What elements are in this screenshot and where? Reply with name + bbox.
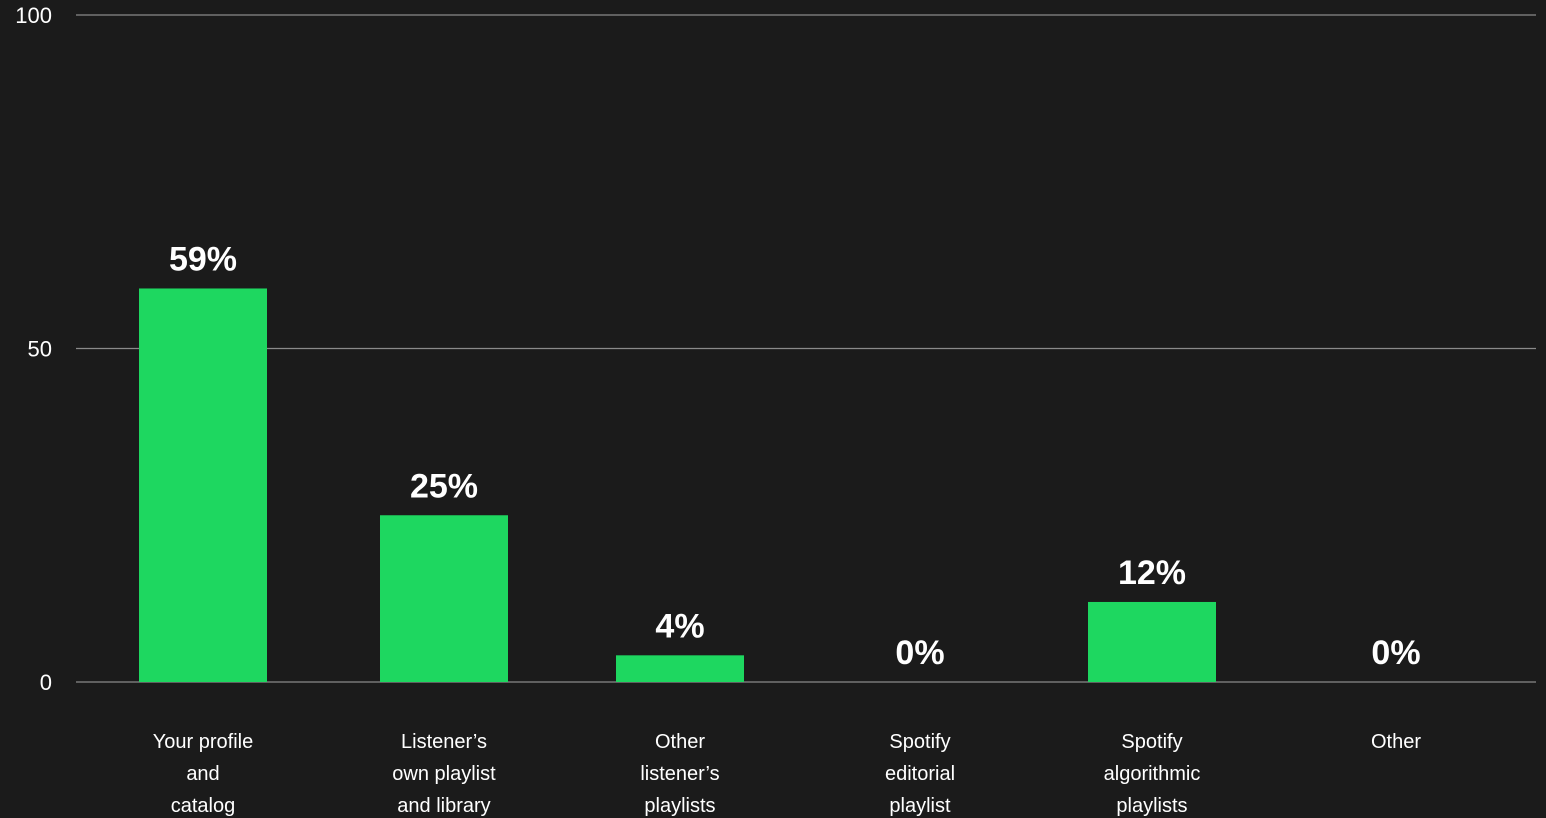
- category-label-line: Listener’s: [401, 731, 487, 753]
- category-label-line: and: [186, 763, 219, 785]
- bars: [139, 288, 1216, 682]
- category-label-line: Your profile: [153, 731, 253, 753]
- data-label-3: 4%: [655, 607, 704, 645]
- category-label-6: Other: [1371, 731, 1421, 753]
- category-labels: Your profile and catalog Listener’s own play…: [153, 731, 1422, 817]
- bar-2: [380, 515, 508, 682]
- category-label-line: algorithmic: [1104, 763, 1201, 785]
- category-label-line: Other: [1371, 731, 1421, 753]
- category-label-1: Your profile and catalog: [153, 731, 253, 817]
- category-label-line: playlists: [644, 795, 715, 817]
- category-label-line: playlists: [1116, 795, 1187, 817]
- data-label-5: 12%: [1118, 554, 1186, 592]
- y-tick-label-0: 0: [40, 670, 52, 695]
- category-label-2: Listener’s own playlist and library: [392, 731, 496, 817]
- y-tick-label-100: 100: [15, 3, 52, 28]
- category-label-line: Spotify: [889, 731, 950, 753]
- gridlines: [76, 14, 1536, 683]
- category-label-line: Spotify: [1121, 731, 1182, 753]
- bar-5: [1088, 601, 1216, 682]
- category-label-line: listener’s: [640, 763, 719, 785]
- category-label-4: Spotify editorial playlist: [885, 731, 955, 817]
- category-label-line: playlist: [889, 795, 951, 817]
- data-label-1: 59%: [169, 240, 237, 278]
- category-label-line: own playlist: [392, 763, 496, 785]
- data-label-2: 25%: [410, 467, 478, 505]
- data-label-6: 0%: [1371, 634, 1420, 672]
- y-axis-ticks: 0 50 100: [15, 3, 52, 695]
- category-label-3: Other listener’s playlists: [640, 731, 719, 817]
- category-label-line: editorial: [885, 763, 955, 785]
- category-label-line: Other: [655, 731, 705, 753]
- category-label-line: catalog: [171, 795, 236, 817]
- data-label-4: 0%: [895, 634, 944, 672]
- category-label-5: Spotify algorithmic playlists: [1104, 731, 1201, 817]
- y-tick-label-50: 50: [28, 337, 52, 362]
- bar-3: [616, 655, 744, 682]
- bar-1: [139, 288, 267, 682]
- category-label-line: and library: [397, 795, 490, 817]
- data-labels: 59% 25% 4% 0% 12% 0%: [169, 240, 1421, 672]
